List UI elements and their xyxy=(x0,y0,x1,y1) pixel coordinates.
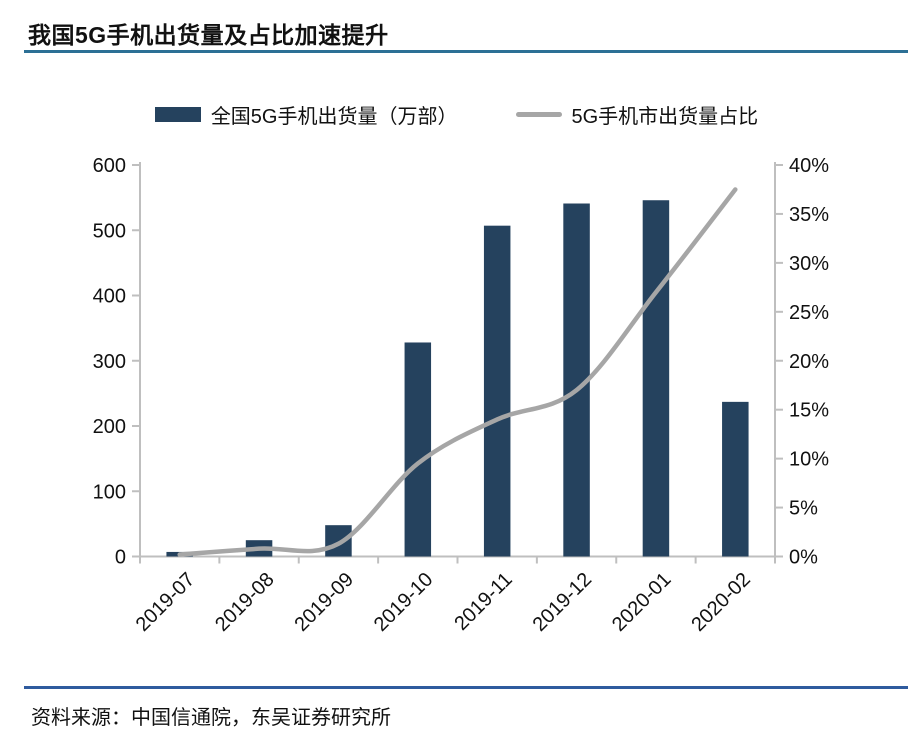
right-tick-label: 5% xyxy=(789,498,818,520)
bar-2019-11 xyxy=(483,225,511,557)
x-tick-label: 2020-02 xyxy=(687,568,754,635)
bar-2020-02 xyxy=(722,401,749,557)
left-axis: 0 100 200 300 400 500 600 xyxy=(93,155,140,569)
left-tick-label: 0 xyxy=(115,547,126,569)
right-tick-label: 40% xyxy=(789,155,829,177)
share-line xyxy=(177,187,738,557)
left-tick-label: 500 xyxy=(93,220,126,242)
line-swatch-icon xyxy=(515,112,562,117)
x-tick-label: 2019-10 xyxy=(370,568,437,635)
page-title: 我国5G手机出货量及占比加速提升 xyxy=(28,22,389,48)
bar-2019-10 xyxy=(404,342,432,557)
right-tick-label: 20% xyxy=(789,351,829,373)
x-tick-label: 2019-12 xyxy=(529,568,596,635)
source-note: 资料来源：中国信通院，东吴证券研究所 xyxy=(31,707,391,729)
x-tick-label: 2019-07 xyxy=(132,568,199,635)
left-tick-label: 200 xyxy=(93,416,126,438)
legend-label-shipments: 全国5G手机出货量（万部） xyxy=(210,106,458,128)
left-tick-label: 400 xyxy=(93,286,126,308)
right-tick-label: 25% xyxy=(789,302,829,324)
right-tick-label: 0% xyxy=(789,547,818,569)
legend-item-share: 5G手机市出货量占比 xyxy=(515,100,759,129)
left-tick-label: 300 xyxy=(93,351,126,373)
left-tick-label: 100 xyxy=(93,481,126,503)
right-tick-label: 30% xyxy=(789,253,829,275)
x-tick-label: 2019-08 xyxy=(211,568,278,635)
shipments-bars xyxy=(166,200,749,557)
footer-divider xyxy=(24,686,908,689)
x-tick-label: 2019-11 xyxy=(450,568,516,634)
title-underline xyxy=(24,50,908,53)
bar-swatch-icon xyxy=(154,107,201,122)
right-tick-label: 35% xyxy=(789,204,829,226)
bar-2020-01 xyxy=(642,200,670,557)
left-tick-label: 600 xyxy=(93,155,126,177)
x-tick-label: 2020-01 xyxy=(608,568,675,635)
right-tick-label: 15% xyxy=(789,400,829,422)
axis-frame xyxy=(139,162,776,558)
legend-label-share: 5G手机市出货量占比 xyxy=(571,106,759,128)
right-axis: 0% 5% 10% 15% 20% 25% 30% 35% 40% xyxy=(775,155,829,569)
x-axis: 2019-07 2019-08 2019-09 2019-10 2019-11 2019-… xyxy=(132,556,776,636)
bar-2019-09 xyxy=(325,525,352,557)
legend-item-shipments: 全国5G手机出货量（万部） xyxy=(154,100,458,129)
right-tick-label: 10% xyxy=(789,449,829,471)
x-tick-label: 2019-09 xyxy=(291,568,358,635)
chart-legend: 全国5G手机出货量（万部） 5G手机市出货量占比 xyxy=(0,100,913,129)
